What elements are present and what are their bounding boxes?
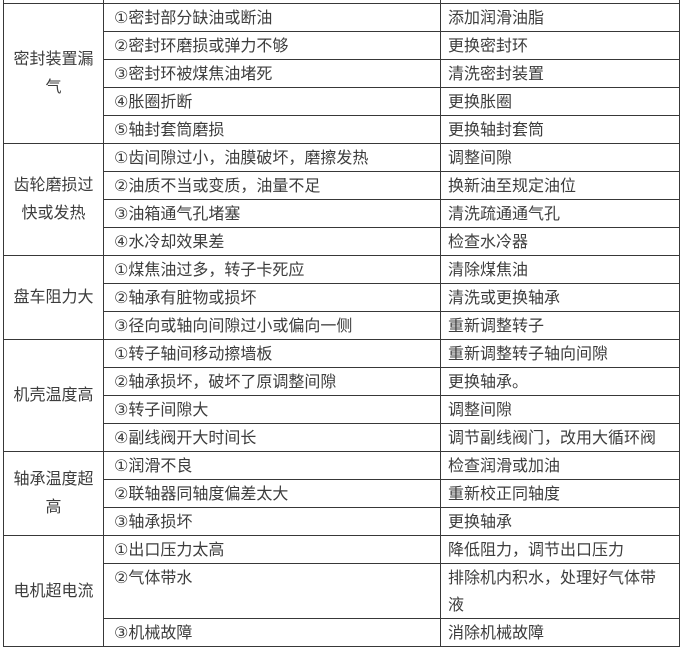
- cause-cell: ⑤轴封套筒磨损: [103, 114, 441, 144]
- solution-cell: 更换胀圈: [440, 86, 680, 116]
- solution-cell: 调整间隙: [440, 142, 680, 172]
- fault-category-cell: 轴承温度超 高: [3, 450, 104, 536]
- solution-cell: 重新校正同轴度: [440, 478, 680, 508]
- cause-cell: ②联轴器同轴度偏差太大: [103, 478, 441, 508]
- solution-cell: 清除煤焦油: [440, 254, 680, 284]
- table-body: 密封装置漏 气 ①密封部分缺油或断油 添加润滑油脂 ②密封环磨损或弹力不够 更换密封环 ③…: [3, 0, 680, 647]
- cause-cell: ③机械故障: [103, 617, 441, 647]
- cause-cell: ①密封部分缺油或断油: [103, 2, 441, 32]
- table-row: ②气体带水 排除机内积水，处理好气体带 液: [4, 562, 680, 619]
- table-row: ③机械故障 消除机械故障: [4, 617, 680, 647]
- solution-cell: 更换轴承。: [440, 366, 680, 396]
- solution-cell: 添加润滑油脂: [440, 2, 680, 32]
- cause-cell: ②气体带水: [103, 562, 441, 619]
- solution-cell: 消除机械故障: [440, 617, 680, 647]
- solution-cell: 检查水冷器: [440, 226, 680, 256]
- table-row: 密封装置漏 气 ①密封部分缺油或断油 添加润滑油脂: [3, 2, 680, 144]
- fault-troubleshooting-table: 密封装置漏 气 ①密封部分缺油或断油 添加润滑油脂 ②密封环磨损或弹力不够 更换密封环 ③…: [3, 0, 680, 647]
- table-row: ④副线阀开大时间长 调节副线阀门，改用大循环阀: [4, 422, 680, 452]
- solution-cell: 清洗密封装置: [440, 58, 680, 88]
- table-row: ②联轴器同轴度偏差太大 重新校正同轴度: [4, 478, 680, 508]
- cause-cell: ③径向或轴向间隙过小或偏向一侧: [103, 310, 441, 340]
- solution-cell: 换新油至规定油位: [440, 170, 680, 200]
- solution-cell: 重新调整转子: [440, 310, 680, 340]
- fault-category-cell: 盘车阻力大: [3, 254, 104, 340]
- cause-cell: ①转子轴间移动擦墙板: [103, 338, 441, 368]
- cause-cell: ②密封环磨损或弹力不够: [103, 30, 441, 60]
- solution-cell: 检查润滑或加油: [440, 450, 680, 480]
- solution-cell: 清洗或更换轴承: [440, 282, 680, 312]
- solution-cell: 降低阻力，调节出口压力: [440, 534, 680, 564]
- table-row: ③油箱通气孔堵塞 清洗疏通通气孔: [4, 198, 680, 228]
- cause-cell: ①出口压力太高: [103, 534, 441, 564]
- solution-cell: 排除机内积水，处理好气体带 液: [440, 562, 680, 619]
- fault-category-cell: 机壳温度高: [3, 338, 104, 452]
- cause-cell: ④副线阀开大时间长: [103, 422, 441, 452]
- table-row: ④胀圈折断 更换胀圈: [4, 86, 680, 116]
- cause-cell: ③转子间隙大: [103, 394, 441, 424]
- table-row: ②密封环磨损或弹力不够 更换密封环: [4, 30, 680, 60]
- fault-category-cell: 电机超电流: [3, 534, 104, 647]
- solution-cell: 调整间隙: [440, 394, 680, 424]
- cause-cell: ①齿间隙过小，油膜破坏，磨擦发热: [103, 142, 441, 172]
- cause-cell: ②油质不当或变质，油量不足: [103, 170, 441, 200]
- cause-cell: ①煤焦油过多，转子卡死应: [103, 254, 441, 284]
- table-row: 盘车阻力大 ①煤焦油过多，转子卡死应 清除煤焦油: [3, 254, 680, 340]
- table-row: 机壳温度高 ①转子轴间移动擦墙板 重新调整转子轴向间隙: [3, 338, 680, 452]
- table-row: 轴承温度超 高 ①润滑不良 检查润滑或加油: [3, 450, 680, 536]
- solution-cell: 更换轴承: [440, 506, 680, 536]
- cause-cell: ④胀圈折断: [103, 86, 441, 116]
- table-row: ④水冷却效果差 检查水冷器: [4, 226, 680, 256]
- table-row: ③密封环被煤焦油堵死 清洗密封装置: [4, 58, 680, 88]
- table-row: ⑤轴封套筒磨损 更换轴封套筒: [4, 114, 680, 144]
- table-row: ②轴承有脏物或损坏 清洗或更换轴承: [4, 282, 680, 312]
- cause-cell: ②轴承损坏，破坏了原调整间隙: [103, 366, 441, 396]
- solution-cell: 更换密封环: [440, 30, 680, 60]
- solution-cell: 重新调整转子轴向间隙: [440, 338, 680, 368]
- table-row: ②轴承损坏，破坏了原调整间隙 更换轴承。: [4, 366, 680, 396]
- table-row: 电机超电流 ①出口压力太高 降低阻力，调节出口压力: [3, 534, 680, 647]
- fault-category-cell: 齿轮磨损过 快或发热: [3, 142, 104, 256]
- table-row: ③径向或轴向间隙过小或偏向一侧 重新调整转子: [4, 310, 680, 340]
- fault-category-cell: 密封装置漏 气: [3, 2, 104, 144]
- cause-cell: ③油箱通气孔堵塞: [103, 198, 441, 228]
- cause-cell: ④水冷却效果差: [103, 226, 441, 256]
- solution-cell: 更换轴封套筒: [440, 114, 680, 144]
- cause-cell: ③密封环被煤焦油堵死: [103, 58, 441, 88]
- cause-cell: ②轴承有脏物或损坏: [103, 282, 441, 312]
- cause-cell: ①润滑不良: [103, 450, 441, 480]
- cause-cell: ③轴承损坏: [103, 506, 441, 536]
- table-row: ③轴承损坏 更换轴承: [4, 506, 680, 536]
- table-row: 齿轮磨损过 快或发热 ①齿间隙过小，油膜破坏，磨擦发热 调整间隙: [3, 142, 680, 256]
- solution-cell: 调节副线阀门，改用大循环阀: [440, 422, 680, 452]
- solution-cell: 清洗疏通通气孔: [440, 198, 680, 228]
- table-row: ③转子间隙大 调整间隙: [4, 394, 680, 424]
- table-row: ②油质不当或变质，油量不足 换新油至规定油位: [4, 170, 680, 200]
